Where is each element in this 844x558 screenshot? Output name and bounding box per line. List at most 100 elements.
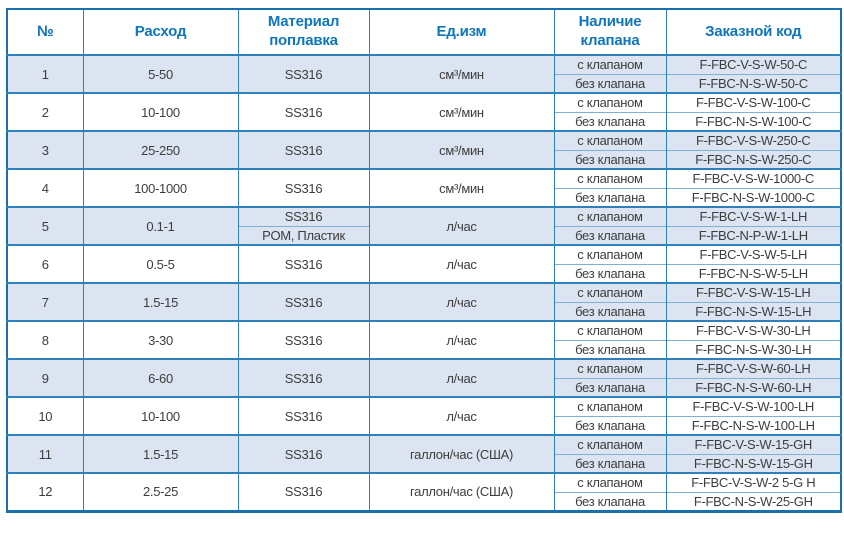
table-row-8-with-valve: 8 3-30 SS316 л/час с клапаном F-FBC-V-S-W-30-… bbox=[6, 320, 842, 359]
cell-number: 3 bbox=[6, 130, 84, 169]
cell-number: 5 bbox=[6, 206, 84, 245]
cell-flow-range: 5-50 bbox=[82, 54, 239, 93]
table-row-10-with-valve: 10 10-100 SS316 л/час с клапаном F-FBC-V-S-W-… bbox=[6, 396, 842, 435]
cell-order-code-without: F-FBC-N-S-W-30-LH bbox=[665, 339, 842, 359]
cell-valve-with: с клапаном bbox=[553, 244, 667, 264]
cell-flow-range: 10-100 bbox=[82, 92, 239, 131]
table-row-6-without-valve: без клапана F-FBC-N-S-W-5-LH bbox=[7, 263, 842, 283]
cell-order-code-with: F-FBC-V-S-W-5-LH bbox=[665, 244, 842, 264]
cell-float-material: SS316 bbox=[237, 396, 370, 435]
cell-valve-without: без клапана bbox=[553, 187, 667, 207]
table-row-5-with-valve: 5 0.1-1 SS316 л/час с клапаном F-FBC-V-S-W-1-… bbox=[6, 206, 842, 245]
cell-float-material: SS316 bbox=[237, 92, 370, 131]
cell-units: л/час bbox=[368, 320, 555, 359]
table-row-12-with-valve: 12 2.5-25 SS316 галлон/час (США) с клапаном F… bbox=[6, 472, 842, 511]
table-header: № Расход Материал поплавка Ед.изм Наличи… bbox=[6, 8, 842, 56]
cell-valve-with: с клапаном bbox=[553, 472, 667, 492]
cell-float-material: SS316 bbox=[237, 434, 370, 473]
cell-valve-with: с клапаном bbox=[553, 168, 667, 188]
cell-float-material: SS316 bbox=[237, 320, 370, 359]
header-number: № bbox=[6, 8, 84, 56]
cell-float-material: SS316 bbox=[237, 54, 370, 93]
cell-float-material: SS316 bbox=[237, 358, 370, 397]
cell-units: см³/мин bbox=[368, 130, 555, 169]
cell-float-material: SS316 bbox=[237, 130, 370, 169]
table-row-9-with-valve: 9 6-60 SS316 л/час с клапаном F-FBC-V-S-W-60-… bbox=[6, 358, 842, 397]
cell-number: 12 bbox=[6, 472, 84, 511]
cell-order-code-with: F-FBC-V-S-W-60-LH bbox=[665, 358, 842, 378]
cell-valve-without: без клапана bbox=[553, 491, 667, 511]
cell-order-code-with: F-FBC-V-S-W-100-C bbox=[665, 92, 842, 112]
cell-valve-with: с клапаном bbox=[553, 320, 667, 340]
cell-number: 7 bbox=[6, 282, 84, 321]
flowmeter-order-table: № Расход Материал поплавка Ед.изм Наличи… bbox=[6, 8, 842, 513]
cell-order-code-without: F-FBC-N-S-W-250-C bbox=[665, 149, 842, 169]
table-row-5-without-valve: POM, Пластик без клапана F-FBC-N-P-W-1-LH bbox=[7, 225, 842, 245]
cell-valve-without: без клапана bbox=[553, 377, 667, 397]
header-flow-range: Расход bbox=[82, 8, 239, 56]
cell-units: галлон/час (США) bbox=[368, 472, 555, 511]
cell-valve-with: с клапаном bbox=[553, 282, 667, 302]
cell-order-code-with: F-FBC-V-S-W-15-LH bbox=[665, 282, 842, 302]
cell-units: см³/мин bbox=[368, 92, 555, 131]
cell-units: л/час bbox=[368, 282, 555, 321]
table-row-2-without-valve: без клапана F-FBC-N-S-W-100-C bbox=[7, 111, 842, 131]
cell-valve-without: без клапана bbox=[553, 339, 667, 359]
cell-flow-range: 3-30 bbox=[82, 320, 239, 359]
cell-valve-with: с клапаном bbox=[553, 92, 667, 112]
cell-number: 10 bbox=[6, 396, 84, 435]
cell-number: 8 bbox=[6, 320, 84, 359]
table-row-12-without-valve: без клапана F-FBC-N-S-W-25-GH bbox=[7, 491, 842, 511]
cell-order-code-with: F-FBC-V-S-W-250-C bbox=[665, 130, 842, 150]
cell-valve-with: с клапаном bbox=[553, 130, 667, 150]
cell-units: л/час bbox=[368, 206, 555, 245]
cell-valve-with: с клапаном bbox=[553, 358, 667, 378]
cell-valve-without: без клапана bbox=[553, 225, 667, 245]
cell-number: 9 bbox=[6, 358, 84, 397]
cell-valve-with: с клапаном bbox=[553, 206, 667, 226]
cell-order-code-without: F-FBC-N-S-W-5-LH bbox=[665, 263, 842, 283]
cell-units: л/час bbox=[368, 396, 555, 435]
cell-order-code-without: F-FBC-N-S-W-100-LH bbox=[665, 415, 842, 435]
cell-units: л/час bbox=[368, 244, 555, 283]
cell-float-material: SS316 bbox=[237, 168, 370, 207]
table-row-3-with-valve: 3 25-250 SS316 см³/мин с клапаном F-FBC-V-S-W… bbox=[6, 130, 842, 169]
cell-flow-range: 0.5-5 bbox=[82, 244, 239, 283]
table-row-2-with-valve: 2 10-100 SS316 см³/мин с клапаном F-FBC-V-S-W… bbox=[6, 92, 842, 131]
table-row-3-without-valve: без клапана F-FBC-N-S-W-250-C bbox=[7, 149, 842, 169]
cell-flow-range: 1.5-15 bbox=[82, 434, 239, 473]
cell-order-code-without: F-FBC-N-S-W-25-GH bbox=[665, 491, 842, 511]
cell-valve-without: без клапана bbox=[553, 263, 667, 283]
cell-order-code-with: F-FBC-V-S-W-15-GH bbox=[665, 434, 842, 454]
cell-flow-range: 25-250 bbox=[82, 130, 239, 169]
cell-valve-with: с клапаном bbox=[553, 54, 667, 74]
table-row-7-with-valve: 7 1.5-15 SS316 л/час с клапаном F-FBC-V-S-W-1… bbox=[6, 282, 842, 321]
table-row-6-with-valve: 6 0.5-5 SS316 л/час с клапаном F-FBC-V-S-W-5-… bbox=[6, 244, 842, 283]
cell-order-code-without: F-FBC-N-S-W-60-LH bbox=[665, 377, 842, 397]
cell-flow-range: 0.1-1 bbox=[82, 206, 239, 245]
cell-order-code-with: F-FBC-V-S-W-2 5-G H bbox=[665, 472, 842, 492]
table-row-10-without-valve: без клапана F-FBC-N-S-W-100-LH bbox=[7, 415, 842, 435]
table-row-9-without-valve: без клапана F-FBC-N-S-W-60-LH bbox=[7, 377, 842, 397]
cell-valve-with: с клапаном bbox=[553, 434, 667, 454]
cell-order-code-with: F-FBC-V-S-W-1000-C bbox=[665, 168, 842, 188]
table-row-8-without-valve: без клапана F-FBC-N-S-W-30-LH bbox=[7, 339, 842, 359]
cell-float-material: SS316 bbox=[237, 244, 370, 283]
cell-valve-without: без клапана bbox=[553, 73, 667, 93]
header-float-material: Материал поплавка bbox=[237, 8, 370, 56]
table-row-1-without-valve: без клапана F-FBC-N-S-W-50-C bbox=[7, 73, 842, 93]
cell-number: 2 bbox=[6, 92, 84, 131]
table-row-11-with-valve: 11 1.5-15 SS316 галлон/час (США) с клапаном F… bbox=[6, 434, 842, 473]
cell-number: 1 bbox=[6, 54, 84, 93]
header-order-code: Заказной код bbox=[665, 8, 842, 56]
cell-order-code-without: F-FBC-N-S-W-15-LH bbox=[665, 301, 842, 321]
cell-flow-range: 2.5-25 bbox=[82, 472, 239, 511]
header-units: Ед.изм bbox=[368, 8, 555, 56]
table-row-4-without-valve: без клапана F-FBC-N-S-W-1000-C bbox=[7, 187, 842, 207]
cell-order-code-without: F-FBC-N-S-W-1000-C bbox=[665, 187, 842, 207]
cell-float-material: SS316 bbox=[237, 282, 370, 321]
cell-float-material: SS316 bbox=[237, 206, 370, 226]
cell-order-code-with: F-FBC-V-S-W-30-LH bbox=[665, 320, 842, 340]
cell-float-material: SS316 bbox=[237, 472, 370, 511]
